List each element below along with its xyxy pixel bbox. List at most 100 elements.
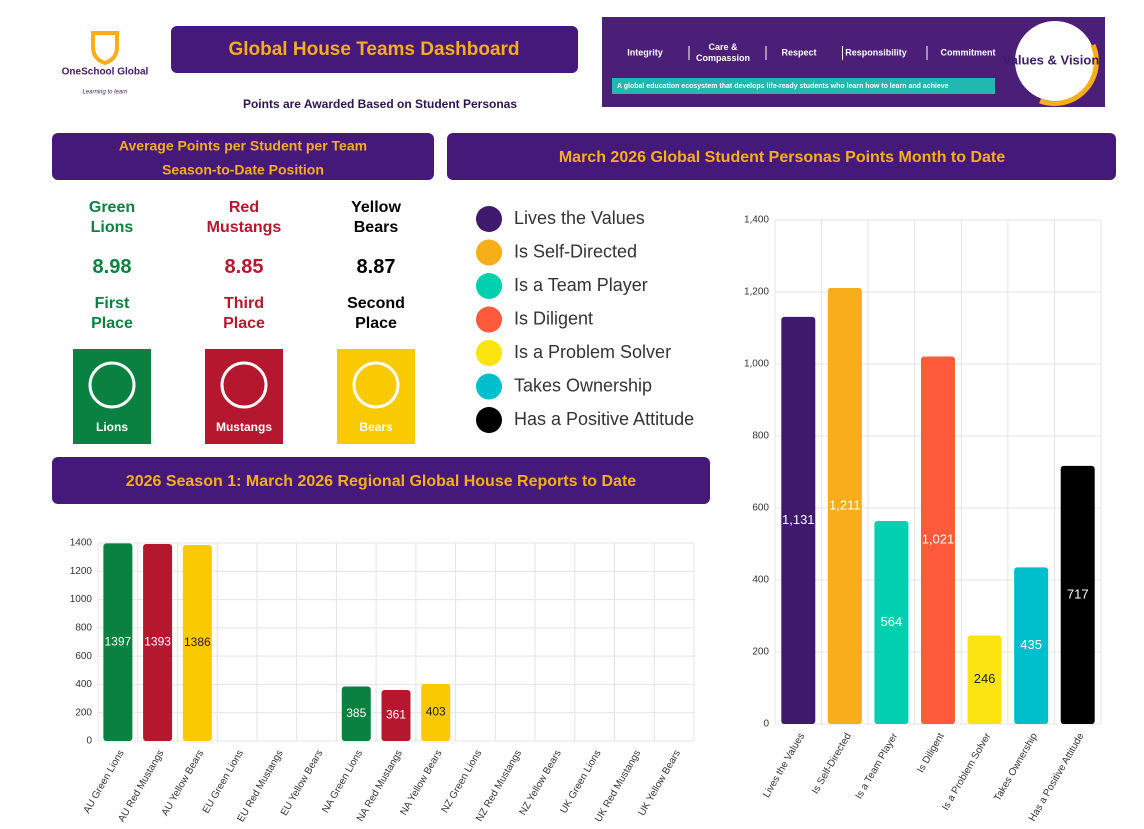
team-name: Red Mustangs (206, 199, 282, 236)
x-tick-label: UK Yellow Bears (637, 748, 683, 818)
data-label: 435 (1020, 637, 1042, 652)
team-name: Green Lions (88, 199, 136, 236)
data-label: 1397 (105, 634, 132, 648)
y-tick-label: 600 (752, 503, 769, 514)
badge-arc (1039, 44, 1099, 107)
y-tick-label: 1,200 (744, 287, 769, 298)
x-tick-label: Is Self-Directed (810, 731, 854, 796)
team-logo-label: Bears (359, 420, 393, 434)
y-tick-label: 400 (75, 679, 92, 690)
team-column: Yellow Bears 8.87 Second Place (321, 198, 431, 334)
team-logo-icon (88, 361, 136, 409)
page-subtitle: Points are Awarded Based on Student Pers… (243, 97, 517, 111)
regional-title: 2026 Season 1: March 2026 Regional Globa… (126, 473, 636, 490)
team-logo-label: Mustangs (216, 420, 272, 434)
bar (874, 520, 909, 724)
team-average: 8.87 (356, 256, 396, 278)
data-label: 385 (346, 706, 366, 720)
bar (421, 684, 451, 741)
bar (921, 356, 955, 724)
y-tick-label: 1200 (70, 566, 93, 577)
x-tick-label: EU Green Lions (201, 748, 246, 815)
banner-value: Responsibility (845, 47, 907, 57)
data-label: 1,021 (922, 532, 955, 547)
y-tick-label: 1,000 (744, 359, 769, 370)
bar (1060, 465, 1095, 724)
bar (143, 543, 173, 741)
x-tick-label: Is Diligent (915, 731, 947, 775)
data-label: 1386 (184, 635, 211, 649)
persona-title: March 2026 Global Student Personas Point… (559, 149, 1005, 166)
bar (827, 288, 862, 724)
bar (967, 635, 1002, 724)
legend-label: Is Self-Directed (514, 241, 637, 261)
y-tick-label: 0 (763, 719, 769, 730)
bar (341, 686, 371, 741)
page-title: Global House Teams Dashboard (228, 39, 519, 60)
x-tick-label: NA Green Lions (320, 748, 365, 815)
y-tick-label: 400 (752, 575, 769, 586)
bar (182, 544, 212, 741)
banner-value: Integrity (627, 47, 663, 57)
x-tick-label: Is a Problem Solver (940, 731, 993, 813)
badge (1015, 21, 1095, 101)
y-tick-label: 800 (752, 431, 769, 442)
team-name: Yellow Bears (351, 199, 401, 236)
logo-tagline: Learning to learn (82, 90, 128, 96)
team-logo (205, 349, 283, 444)
legend-swatch (476, 340, 502, 366)
standings-header (52, 133, 434, 180)
standings-subtitle: Season-to-Date Position (162, 162, 324, 178)
legend-swatch (476, 239, 502, 266)
legend-label: Takes Ownership (514, 375, 652, 395)
team-logo (73, 349, 151, 444)
team-place: First Place (91, 295, 133, 332)
team-column: Red Mustangs 8.85 Third Place (189, 198, 299, 334)
team-average: 8.85 (224, 256, 264, 278)
x-tick-label: NZ Yellow Bears (518, 748, 564, 817)
banner-tagline: A global education ecosystem that develo… (617, 83, 949, 90)
legend-swatch (476, 206, 502, 232)
x-tick-label: AU Yellow Bears (160, 748, 206, 818)
x-tick-label: Takes Ownership (992, 731, 1040, 803)
legend-swatch (476, 407, 502, 433)
x-tick-label: NA Yellow Bears (398, 748, 444, 817)
team-logo-icon (352, 361, 400, 409)
x-tick-label: Lives the Values (761, 731, 807, 799)
banner-value: Commitment (940, 47, 995, 57)
persona-header (447, 133, 1116, 180)
data-label: 1393 (144, 635, 171, 649)
legend-swatch (476, 373, 502, 400)
team-column: Green Lions 8.98 First Place (57, 198, 167, 334)
y-tick-label: 1400 (70, 538, 93, 549)
banner-value: Care & Compassion (696, 42, 750, 63)
data-label: 403 (426, 705, 446, 719)
bar (103, 543, 133, 741)
team-logo-label: Lions (96, 420, 128, 434)
legend-label: Is a Problem Solver (514, 342, 671, 362)
x-tick-label: EU Yellow Bears (279, 748, 325, 818)
title-box (171, 26, 578, 73)
bar (781, 316, 816, 724)
data-label: 1,211 (829, 497, 861, 512)
badge-text: Values & Vision (1003, 52, 1100, 67)
team-logo (337, 349, 415, 444)
banner-value: Respect (781, 47, 816, 57)
y-tick-label: 1,400 (744, 215, 769, 226)
team-average: 8.98 (92, 256, 132, 278)
legend-label: Has a Positive Attitude (514, 409, 694, 429)
bar (1014, 567, 1049, 724)
standings-title: Average Points per Student per Team (119, 138, 367, 154)
legend-label: Is Diligent (514, 308, 593, 328)
y-tick-label: 0 (86, 736, 92, 747)
legend-swatch (476, 273, 502, 299)
data-label: 361 (386, 708, 406, 722)
banner-strip (612, 78, 995, 94)
y-tick-label: 800 (75, 622, 92, 633)
team-logo-icon (220, 361, 268, 409)
x-tick-label: UK Green Lions (558, 748, 603, 815)
bar (381, 689, 411, 741)
y-tick-label: 1000 (70, 594, 93, 605)
